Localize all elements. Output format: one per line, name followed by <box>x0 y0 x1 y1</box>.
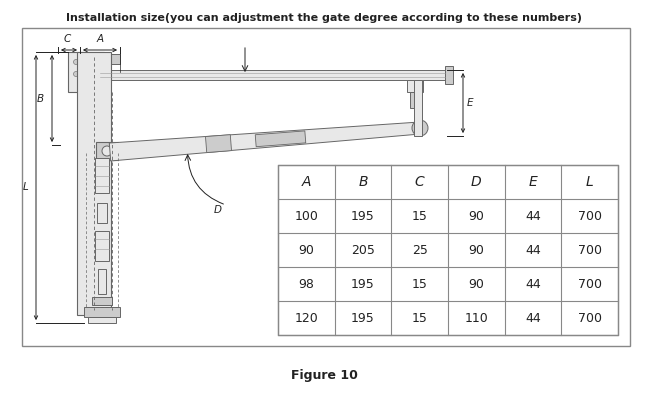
Text: C: C <box>64 34 71 44</box>
Bar <box>98 269 106 294</box>
Text: 100: 100 <box>295 209 318 222</box>
Text: Figure 10: Figure 10 <box>291 369 358 382</box>
Text: L: L <box>586 175 594 189</box>
Text: 90: 90 <box>469 209 484 222</box>
Text: 15: 15 <box>411 312 428 325</box>
Text: 205: 205 <box>351 243 375 256</box>
Circle shape <box>73 60 79 64</box>
Circle shape <box>82 71 88 77</box>
Circle shape <box>102 146 112 156</box>
Text: L: L <box>22 182 28 192</box>
Circle shape <box>82 60 88 64</box>
Text: 195: 195 <box>351 278 375 290</box>
Text: 700: 700 <box>578 209 602 222</box>
Bar <box>95 158 109 193</box>
Text: C: C <box>415 175 424 189</box>
Polygon shape <box>109 122 421 161</box>
Circle shape <box>92 71 97 77</box>
Text: B: B <box>37 94 44 103</box>
Text: 90: 90 <box>469 243 484 256</box>
Text: 195: 195 <box>351 209 375 222</box>
Text: 98: 98 <box>299 278 314 290</box>
Text: E: E <box>467 98 474 108</box>
Bar <box>84 307 120 317</box>
Text: 25: 25 <box>411 243 428 256</box>
Bar <box>100 70 445 80</box>
Text: 110: 110 <box>465 312 488 325</box>
Bar <box>88 317 116 323</box>
Text: E: E <box>529 175 537 189</box>
Bar <box>407 80 423 92</box>
Bar <box>92 297 112 305</box>
Text: D: D <box>471 175 482 189</box>
Text: 15: 15 <box>411 209 428 222</box>
Bar <box>97 203 107 223</box>
Bar <box>410 92 420 108</box>
Text: 700: 700 <box>578 278 602 290</box>
Text: 700: 700 <box>578 243 602 256</box>
Polygon shape <box>206 135 232 152</box>
Text: 15: 15 <box>411 278 428 290</box>
Text: 120: 120 <box>295 312 318 325</box>
Text: A: A <box>97 34 104 44</box>
Text: 44: 44 <box>525 312 541 325</box>
Text: 90: 90 <box>299 243 314 256</box>
Text: A: A <box>302 175 311 189</box>
Bar <box>22 28 630 346</box>
Text: 195: 195 <box>351 312 375 325</box>
Text: 700: 700 <box>578 312 602 325</box>
Bar <box>95 231 109 261</box>
Bar <box>68 52 104 92</box>
Text: 44: 44 <box>525 278 541 290</box>
Circle shape <box>412 120 428 136</box>
Bar <box>445 66 453 84</box>
Circle shape <box>73 71 79 77</box>
Text: 44: 44 <box>525 209 541 222</box>
Text: 90: 90 <box>469 278 484 290</box>
Text: B: B <box>358 175 368 189</box>
Bar <box>77 52 111 315</box>
Circle shape <box>92 60 97 64</box>
Text: 44: 44 <box>525 243 541 256</box>
Bar <box>104 54 120 64</box>
Bar <box>278 165 618 335</box>
Polygon shape <box>255 131 306 147</box>
Text: Installation size(you can adjustment the gate degree according to these numbers): Installation size(you can adjustment the… <box>66 13 582 23</box>
Text: D: D <box>214 205 222 215</box>
Bar <box>414 80 422 136</box>
Bar <box>96 142 118 160</box>
